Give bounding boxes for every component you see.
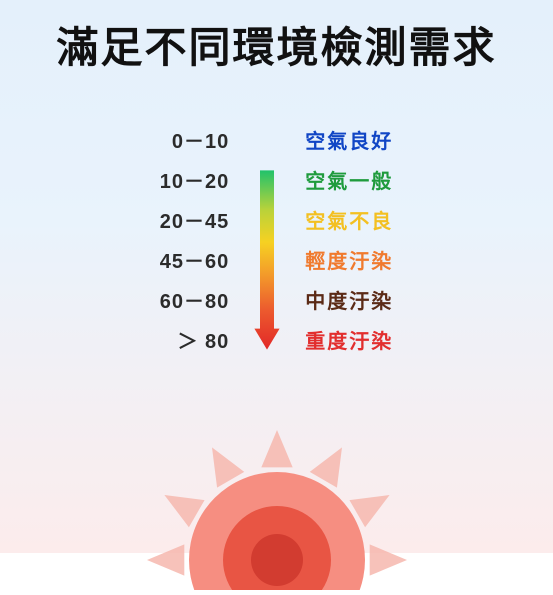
label-column: 空氣良好空氣一般空氣不良輕度汙染中度汙染重度汙染 [305, 130, 393, 354]
range-item: 10－20 [160, 170, 230, 194]
quality-label: 空氣良好 [305, 130, 393, 154]
gradient-arrow [253, 130, 281, 390]
quality-label: 重度汙染 [305, 330, 393, 354]
range-column: 0－10 10－20 20－45 45－60 60－80 ＞ 80 [160, 130, 230, 354]
range-item: 60－80 [160, 290, 230, 314]
page-title: 滿足不同環境檢測需求 [0, 14, 553, 75]
quality-label: 空氣不良 [305, 210, 393, 234]
quality-label: 中度汙染 [305, 290, 393, 314]
range-item: ＞ 80 [177, 330, 229, 354]
range-item: 20－45 [160, 210, 230, 234]
range-item: 45－60 [160, 250, 230, 274]
range-item: 0－10 [172, 130, 229, 154]
quality-label: 空氣一般 [305, 170, 393, 194]
quality-label: 輕度汙染 [305, 250, 393, 274]
air-quality-scale: 0－10 10－20 20－45 45－60 60－80 ＞ 80 空氣良好空氣一般空氣不… [0, 130, 553, 390]
